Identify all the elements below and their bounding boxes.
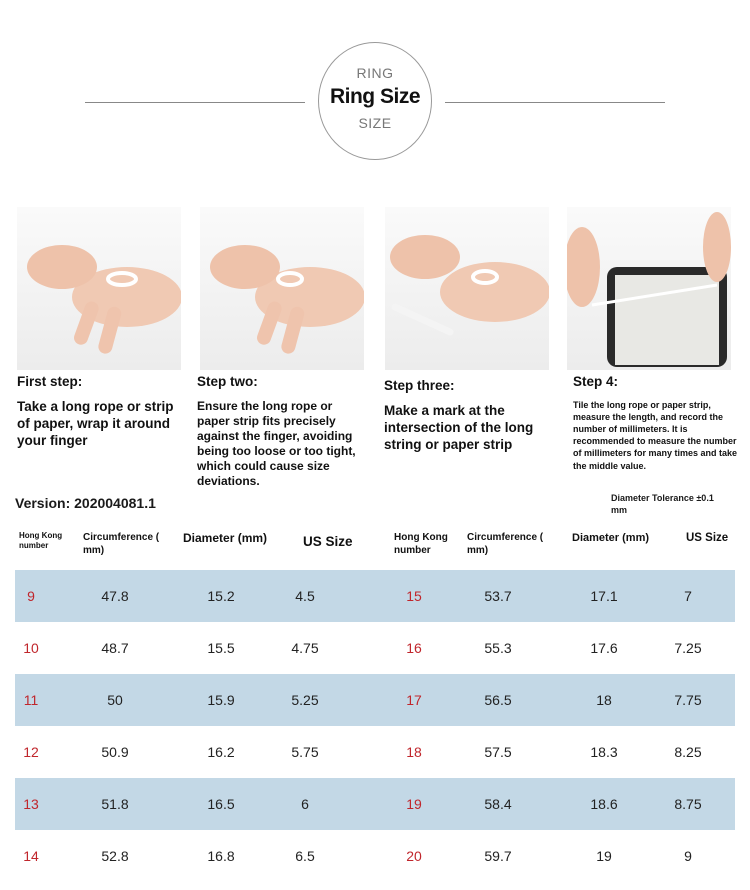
- step-3-title: Step three:: [384, 378, 455, 393]
- hk-size-cell: 12: [23, 744, 39, 760]
- column-header: US Size: [303, 534, 353, 549]
- badge-bottom-text: SIZE: [358, 115, 392, 131]
- table-cell: 6: [301, 796, 309, 812]
- table-cell: 58.4: [484, 796, 512, 812]
- table-cell: 5.25: [291, 692, 319, 708]
- table-cell: 9: [684, 848, 692, 864]
- column-header: Circumference ( mm): [467, 532, 544, 556]
- table-cell: 17.1: [590, 588, 618, 604]
- table-cell: 16.2: [207, 744, 235, 760]
- table-cell: 8.25: [674, 744, 702, 760]
- table-cell: 7.25: [674, 640, 702, 656]
- table-cell: 51.8: [101, 796, 129, 812]
- table-cell: 8.75: [674, 796, 702, 812]
- page-title: Ring Size: [329, 85, 421, 108]
- hk-size-cell: 20: [406, 848, 422, 864]
- table-cell: 18.6: [590, 796, 618, 812]
- step-3-text: Make a mark at the intersection of the l…: [384, 402, 534, 452]
- step-2-text: Ensure the long rope or paper strip fits…: [197, 398, 356, 488]
- table-row: 13 51.8 16.5 6 19 58.4 18.6 8.75: [15, 778, 735, 830]
- step-3-photo: [385, 207, 549, 370]
- step-1-title: First step:: [17, 374, 83, 389]
- column-header: Diameter (mm): [572, 532, 650, 544]
- table-row: 14 52.8 16.8 6.5 20 59.7 19 9: [15, 830, 735, 882]
- step-2-photo: [200, 207, 364, 370]
- step-4-text: Tile the long rope or paper strip, measu…: [573, 399, 738, 471]
- table-cell: 16.8: [207, 848, 235, 864]
- table-row: 9 47.8 15.2 4.5 15 53.7 17.1 7: [15, 570, 735, 622]
- hk-size-cell: 18: [406, 744, 422, 760]
- version-label: Version: 202004081.1: [15, 495, 156, 511]
- header-line-right: [445, 102, 665, 103]
- hk-size-cell: 15: [406, 588, 422, 604]
- table-cell: 5.75: [291, 744, 319, 760]
- table-cell: 48.7: [101, 640, 129, 656]
- hk-size-cell: 17: [406, 692, 422, 708]
- table-cell: 59.7: [484, 848, 512, 864]
- step-4-photo: [567, 207, 731, 370]
- step-4-title: Step 4:: [573, 374, 619, 389]
- column-header: Hong Kong number: [394, 532, 448, 556]
- table-cell: 50: [107, 692, 123, 708]
- table-cell: 18: [596, 692, 612, 708]
- hk-size-cell: 11: [23, 692, 39, 708]
- table-cell: 19: [596, 848, 612, 864]
- table-cell: 17.6: [590, 640, 618, 656]
- step-2: Step two: Ensure the long rope or paper …: [197, 374, 367, 489]
- table-cell: 4.75: [291, 640, 319, 656]
- step-3: Step three: Make a mark at the intersect…: [384, 378, 559, 454]
- step-2-title: Step two:: [197, 374, 258, 389]
- table-cell: 7.75: [674, 692, 702, 708]
- table-cell: 56.5: [484, 692, 512, 708]
- step-1-text: Take a long rope or strip of paper, wrap…: [17, 398, 174, 448]
- table-cell: 15.9: [207, 692, 235, 708]
- hk-size-cell: 19: [406, 796, 422, 812]
- table-cell: 47.8: [101, 588, 129, 604]
- header-line-left: [85, 102, 305, 103]
- table-cell: 57.5: [484, 744, 512, 760]
- hk-size-cell: 13: [23, 796, 39, 812]
- column-header: Hong Kong number: [19, 531, 63, 551]
- table-cell: 4.5: [295, 588, 315, 604]
- table-cell: 50.9: [101, 744, 129, 760]
- table-cell: 18.3: [590, 744, 618, 760]
- table-cell: 52.8: [101, 848, 129, 864]
- column-header: Diameter (mm): [183, 531, 268, 545]
- badge-top-text: RING: [356, 65, 394, 81]
- tolerance-note: Diameter Tolerance ±0.1 mm: [611, 493, 714, 515]
- step-1-photo: [17, 207, 181, 370]
- hk-size-cell: 9: [27, 588, 35, 604]
- hk-size-cell: 10: [23, 640, 39, 656]
- table-row: 11 50 15.9 5.25 17 56.5 18 7.75: [15, 674, 735, 726]
- table-cell: 53.7: [484, 588, 512, 604]
- step-4: Step 4: Tile the long rope or paper stri…: [573, 374, 743, 472]
- column-header: US Size: [686, 532, 729, 544]
- table-cell: 7: [684, 588, 692, 604]
- table-cell: 6.5: [295, 848, 315, 864]
- column-header: Circumference ( mm): [83, 532, 160, 556]
- table-cell: 15.2: [207, 588, 235, 604]
- table-cell: 15.5: [207, 640, 235, 656]
- step-1: First step: Take a long rope or strip of…: [17, 374, 187, 450]
- table-cell: 16.5: [207, 796, 235, 812]
- table-cell: 55.3: [484, 640, 512, 656]
- hk-size-cell: 16: [406, 640, 422, 656]
- title-badge: RING Ring Size SIZE: [318, 42, 432, 160]
- table-row: 12 50.9 16.2 5.75 18 57.5 18.3 8.25: [15, 726, 735, 778]
- table-row: 10 48.7 15.5 4.75 16 55.3 17.6 7.25: [15, 622, 735, 674]
- hk-size-cell: 14: [23, 848, 39, 864]
